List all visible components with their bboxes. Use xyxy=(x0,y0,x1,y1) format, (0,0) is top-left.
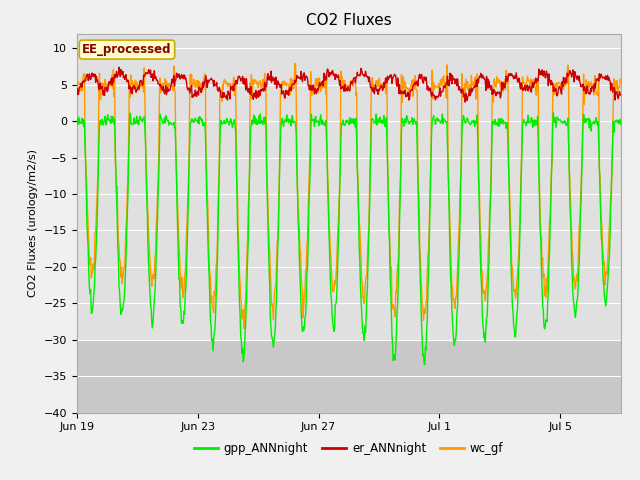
wc_gf xyxy=(271,285,279,291)
er_ANNnight xyxy=(513,78,521,84)
gpp_ANNnight xyxy=(550,110,557,116)
wc_gf xyxy=(291,60,299,66)
er_ANNnight xyxy=(202,76,209,82)
er_ANNnight xyxy=(301,70,308,76)
gpp_ANNnight xyxy=(271,332,278,337)
er_ANNnight xyxy=(461,99,469,105)
wc_gf xyxy=(617,77,625,83)
gpp_ANNnight xyxy=(93,238,100,244)
Line: wc_gf: wc_gf xyxy=(77,63,621,329)
wc_gf xyxy=(513,274,521,279)
Line: gpp_ANNnight: gpp_ANNnight xyxy=(77,113,621,364)
er_ANNnight xyxy=(73,92,81,97)
gpp_ANNnight xyxy=(73,116,81,122)
gpp_ANNnight xyxy=(513,312,520,317)
gpp_ANNnight xyxy=(201,121,209,127)
Line: er_ANNnight: er_ANNnight xyxy=(77,67,621,102)
er_ANNnight xyxy=(115,64,123,70)
er_ANNnight xyxy=(271,80,279,85)
wc_gf xyxy=(301,288,309,294)
wc_gf xyxy=(240,326,248,332)
gpp_ANNnight xyxy=(617,122,625,128)
wc_gf xyxy=(73,86,81,92)
Bar xyxy=(77,340,621,413)
Text: EE_processed: EE_processed xyxy=(82,43,172,56)
wc_gf xyxy=(383,74,390,80)
er_ANNnight xyxy=(93,73,100,79)
Y-axis label: CO2 Fluxes (urology/m2/s): CO2 Fluxes (urology/m2/s) xyxy=(28,149,38,297)
Legend: gpp_ANNnight, er_ANNnight, wc_gf: gpp_ANNnight, er_ANNnight, wc_gf xyxy=(189,438,508,460)
er_ANNnight xyxy=(617,92,625,98)
gpp_ANNnight xyxy=(300,327,308,333)
wc_gf xyxy=(93,212,100,217)
gpp_ANNnight xyxy=(381,124,389,130)
Title: CO2 Fluxes: CO2 Fluxes xyxy=(306,13,392,28)
gpp_ANNnight xyxy=(421,361,429,367)
wc_gf xyxy=(201,71,209,77)
er_ANNnight xyxy=(382,75,390,81)
